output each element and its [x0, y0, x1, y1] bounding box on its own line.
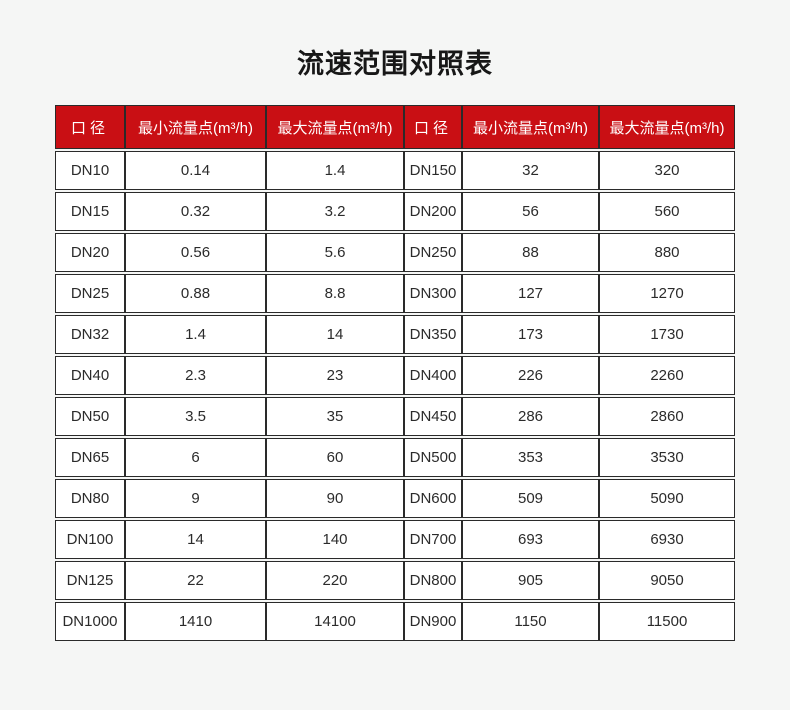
max-flow-cell: 560: [599, 192, 735, 231]
max-flow-cell: 2260: [599, 356, 735, 395]
min-flow-cell: 9: [125, 479, 266, 518]
max-flow-cell: 60: [266, 438, 404, 477]
min-flow-cell: 32: [462, 151, 599, 190]
max-flow-cell: 5.6: [266, 233, 404, 272]
min-flow-cell: 0.14: [125, 151, 266, 190]
min-flow-cell: 6: [125, 438, 266, 477]
max-flow-cell: 14: [266, 315, 404, 354]
diameter-cell: DN500: [404, 438, 462, 477]
diameter-cell: DN32: [55, 315, 125, 354]
diameter-cell: DN250: [404, 233, 462, 272]
flow-range-table: 口径 最小流量点(m³/h) 最大流量点(m³/h) 口径 最小流量点(m³/h…: [55, 103, 735, 643]
diameter-cell: DN25: [55, 274, 125, 313]
min-flow-cell: 1410: [125, 602, 266, 641]
max-flow-cell: 140: [266, 520, 404, 559]
max-flow-cell: 90: [266, 479, 404, 518]
table-row: DN25 0.88 8.8 DN300 127 1270: [55, 274, 735, 313]
diameter-cell: DN400: [404, 356, 462, 395]
diameter-cell: DN20: [55, 233, 125, 272]
max-flow-cell: 6930: [599, 520, 735, 559]
max-flow-cell: 23: [266, 356, 404, 395]
table-row: DN10 0.14 1.4 DN150 32 320: [55, 151, 735, 190]
max-flow-cell: 5090: [599, 479, 735, 518]
max-flow-cell: 8.8: [266, 274, 404, 313]
max-flow-cell: 880: [599, 233, 735, 272]
table-row: DN65 6 60 DN500 353 3530: [55, 438, 735, 477]
header-min-flow-right: 最小流量点(m³/h): [462, 105, 599, 149]
table-header: 口径 最小流量点(m³/h) 最大流量点(m³/h) 口径 最小流量点(m³/h…: [55, 105, 735, 149]
min-flow-cell: 693: [462, 520, 599, 559]
max-flow-cell: 1.4: [266, 151, 404, 190]
page-title: 流速范围对照表: [297, 49, 493, 79]
table-body: DN10 0.14 1.4 DN150 32 320 DN15 0.32 3.2…: [55, 151, 735, 641]
max-flow-cell: 14100: [266, 602, 404, 641]
diameter-cell: DN700: [404, 520, 462, 559]
table-row: DN1000 1410 14100 DN900 1150 11500: [55, 602, 735, 641]
max-flow-cell: 11500: [599, 602, 735, 641]
table-row: DN50 3.5 35 DN450 286 2860: [55, 397, 735, 436]
diameter-cell: DN150: [404, 151, 462, 190]
min-flow-cell: 88: [462, 233, 599, 272]
max-flow-cell: 1730: [599, 315, 735, 354]
max-flow-cell: 9050: [599, 561, 735, 600]
diameter-cell: DN300: [404, 274, 462, 313]
max-flow-cell: 220: [266, 561, 404, 600]
diameter-cell: DN200: [404, 192, 462, 231]
min-flow-cell: 2.3: [125, 356, 266, 395]
min-flow-cell: 1150: [462, 602, 599, 641]
table-row: DN100 14 140 DN700 693 6930: [55, 520, 735, 559]
max-flow-cell: 3530: [599, 438, 735, 477]
diameter-cell: DN50: [55, 397, 125, 436]
diameter-cell: DN900: [404, 602, 462, 641]
min-flow-cell: 509: [462, 479, 599, 518]
min-flow-cell: 127: [462, 274, 599, 313]
diameter-cell: DN15: [55, 192, 125, 231]
table-row: DN15 0.32 3.2 DN200 56 560: [55, 192, 735, 231]
min-flow-cell: 286: [462, 397, 599, 436]
min-flow-cell: 0.32: [125, 192, 266, 231]
diameter-cell: DN450: [404, 397, 462, 436]
min-flow-cell: 173: [462, 315, 599, 354]
min-flow-cell: 226: [462, 356, 599, 395]
min-flow-cell: 22: [125, 561, 266, 600]
diameter-cell: DN100: [55, 520, 125, 559]
header-max-flow-right: 最大流量点(m³/h): [599, 105, 735, 149]
diameter-cell: DN600: [404, 479, 462, 518]
min-flow-cell: 0.56: [125, 233, 266, 272]
diameter-cell: DN800: [404, 561, 462, 600]
diameter-cell: DN1000: [55, 602, 125, 641]
max-flow-cell: 35: [266, 397, 404, 436]
max-flow-cell: 2860: [599, 397, 735, 436]
min-flow-cell: 14: [125, 520, 266, 559]
min-flow-cell: 905: [462, 561, 599, 600]
max-flow-cell: 1270: [599, 274, 735, 313]
table-row: DN125 22 220 DN800 905 9050: [55, 561, 735, 600]
min-flow-cell: 56: [462, 192, 599, 231]
header-diameter-right: 口径: [404, 105, 462, 149]
diameter-cell: DN10: [55, 151, 125, 190]
table-row: DN40 2.3 23 DN400 226 2260: [55, 356, 735, 395]
min-flow-cell: 1.4: [125, 315, 266, 354]
max-flow-cell: 3.2: [266, 192, 404, 231]
max-flow-cell: 320: [599, 151, 735, 190]
header-max-flow-left: 最大流量点(m³/h): [266, 105, 404, 149]
table-row: DN80 9 90 DN600 509 5090: [55, 479, 735, 518]
diameter-cell: DN350: [404, 315, 462, 354]
diameter-cell: DN65: [55, 438, 125, 477]
diameter-cell: DN125: [55, 561, 125, 600]
min-flow-cell: 0.88: [125, 274, 266, 313]
diameter-cell: DN40: [55, 356, 125, 395]
header-min-flow-left: 最小流量点(m³/h): [125, 105, 266, 149]
table-row: DN32 1.4 14 DN350 173 1730: [55, 315, 735, 354]
diameter-cell: DN80: [55, 479, 125, 518]
min-flow-cell: 3.5: [125, 397, 266, 436]
min-flow-cell: 353: [462, 438, 599, 477]
header-row: 口径 最小流量点(m³/h) 最大流量点(m³/h) 口径 最小流量点(m³/h…: [55, 105, 735, 149]
header-diameter-left: 口径: [55, 105, 125, 149]
table-row: DN20 0.56 5.6 DN250 88 880: [55, 233, 735, 272]
